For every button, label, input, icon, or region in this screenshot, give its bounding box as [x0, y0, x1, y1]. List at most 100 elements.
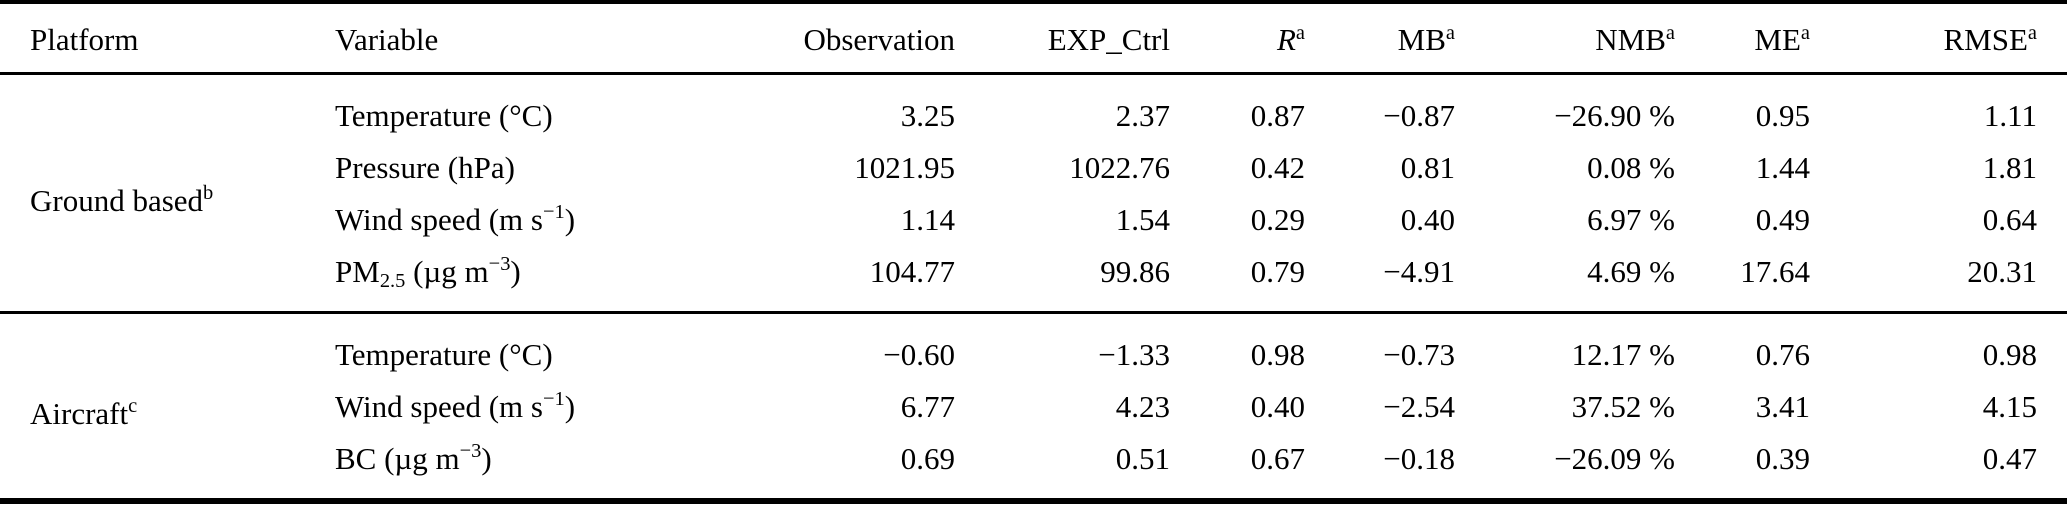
cell-nmb: 4.69 %	[1587, 253, 1675, 289]
col-header-label: Variable	[335, 22, 439, 57]
cell-variable: Temperature (°C)	[335, 74, 745, 142]
cell-exp-ctrl: 0.51	[1115, 440, 1170, 476]
col-header-label: NMB	[1595, 22, 1666, 57]
col-header-platform: Platform	[0, 2, 335, 74]
variable-subscript: 2.5	[379, 270, 406, 293]
cell-me: 17.64	[1740, 253, 1810, 289]
cell-rmse: 4.15	[1982, 388, 2037, 424]
col-header-label: Platform	[30, 22, 139, 57]
cell-nmb: −26.90 %	[1554, 97, 1675, 133]
cell-r: 0.87	[1250, 97, 1305, 133]
table-row: Wind speed (m s−1) 6.77 4.23 0.40 −2.54 …	[0, 380, 2067, 432]
footnote-marker-a: a	[1665, 21, 1675, 44]
variable-text: BC (µg m	[335, 440, 460, 476]
cell-variable: Pressure (hPa)	[335, 141, 745, 193]
cell-r: 0.98	[1250, 336, 1305, 372]
cell-rmse: 20.31	[1967, 253, 2037, 289]
cell-exp-ctrl: −1.33	[1098, 336, 1170, 372]
variable-text: Wind speed (m s	[335, 201, 543, 237]
cell-observation: 0.69	[900, 440, 955, 476]
cell-exp-ctrl: 1.54	[1115, 201, 1170, 237]
footnote-marker-a: a	[1445, 21, 1455, 44]
col-header-label: MB	[1397, 22, 1446, 57]
cell-rmse: 0.64	[1982, 201, 2037, 237]
cell-exp-ctrl: 2.37	[1115, 97, 1170, 133]
col-header-label: R	[1276, 22, 1296, 57]
section-ground-based: Ground basedb Temperature (°C) 3.25 2.37…	[0, 74, 2067, 313]
cell-observation: 1.14	[900, 201, 955, 237]
cell-r: 0.79	[1250, 253, 1305, 289]
variable-superscript: −1	[542, 201, 565, 224]
cell-observation: −0.60	[883, 336, 955, 372]
cell-observation: 1021.95	[854, 149, 955, 185]
cell-mb: −0.87	[1383, 97, 1455, 133]
cell-variable: Temperature (°C)	[335, 313, 745, 381]
cell-mb: −0.18	[1383, 440, 1455, 476]
cell-observation: 6.77	[900, 388, 955, 424]
platform-label: Aircraft	[30, 395, 129, 431]
cell-nmb: 12.17 %	[1571, 336, 1675, 372]
variable-text: )	[564, 201, 576, 237]
header-row: Platform Variable Observation EXP_Ctrl R…	[0, 2, 2067, 74]
table-row: Ground basedb Temperature (°C) 3.25 2.37…	[0, 74, 2067, 216]
cell-r: 0.42	[1250, 149, 1305, 185]
variable-text: )	[481, 440, 492, 476]
variable-superscript: −3	[488, 253, 511, 276]
col-header-label: Observation	[803, 22, 955, 57]
table-row: PM2.5 (µg m−3) 104.77 99.86 0.79 −4.91 4…	[0, 245, 2067, 313]
col-header-variable: Variable	[335, 2, 745, 74]
cell-variable: Wind speed (m s−1)	[335, 193, 745, 245]
cell-r: 0.67	[1250, 440, 1305, 476]
col-header-r: Ra	[1170, 2, 1305, 74]
cell-exp-ctrl: 4.23	[1115, 388, 1170, 424]
cell-mb: −2.54	[1383, 388, 1455, 424]
variable-text: (µg m	[405, 253, 489, 289]
cell-me: 0.76	[1755, 336, 1810, 372]
cell-rmse: 0.47	[1982, 440, 2037, 476]
cell-platform-aircraft: Aircraftc	[0, 313, 335, 502]
variable-text: PM	[335, 253, 380, 289]
cell-observation: 104.77	[869, 253, 955, 289]
table-row: Aircraftc Temperature (°C) −0.60 −1.33 0…	[0, 313, 2067, 429]
variable-text: Pressure (hPa)	[335, 149, 515, 185]
variable-text: )	[564, 388, 576, 424]
cell-me: 0.39	[1755, 440, 1810, 476]
col-header-nmb: NMBa	[1455, 2, 1675, 74]
col-header-label: ME	[1754, 22, 1801, 57]
cell-mb: 0.40	[1400, 201, 1455, 237]
variable-superscript: −1	[542, 388, 565, 411]
cell-rmse: 1.81	[1982, 149, 2037, 185]
cell-me: 3.41	[1755, 388, 1810, 424]
cell-me: 0.95	[1755, 97, 1810, 133]
cell-mb: −0.73	[1383, 336, 1455, 372]
cell-observation: 3.25	[900, 97, 955, 133]
col-header-me: MEa	[1675, 2, 1810, 74]
footnote-marker-a: a	[2027, 21, 2037, 44]
col-header-mb: MBa	[1305, 2, 1455, 74]
cell-mb: 0.81	[1400, 149, 1455, 185]
cell-variable: Wind speed (m s−1)	[335, 380, 745, 432]
cell-r: 0.40	[1250, 388, 1305, 424]
variable-text: Temperature (°C)	[335, 336, 553, 372]
section-aircraft: Aircraftc Temperature (°C) −0.60 −1.33 0…	[0, 313, 2067, 502]
col-header-exp-ctrl: EXP_Ctrl	[955, 2, 1170, 74]
cell-nmb: 37.52 %	[1571, 388, 1675, 424]
col-header-label: EXP_Ctrl	[1047, 22, 1170, 57]
table-row: BC (µg m−3) 0.69 0.51 0.67 −0.18 −26.09 …	[0, 432, 2067, 501]
variable-text: )	[510, 253, 521, 289]
table-row: Wind speed (m s−1) 1.14 1.54 0.29 0.40 6…	[0, 193, 2067, 245]
col-header-observation: Observation	[745, 2, 955, 74]
cell-me: 0.49	[1755, 201, 1810, 237]
cell-rmse: 0.98	[1982, 336, 2037, 372]
cell-variable: BC (µg m−3)	[335, 432, 745, 501]
cell-r: 0.29	[1250, 201, 1305, 237]
variable-superscript: −3	[459, 440, 482, 463]
footnote-marker-a: a	[1295, 21, 1305, 44]
cell-exp-ctrl: 1022.76	[1069, 149, 1170, 185]
cell-mb: −4.91	[1383, 253, 1455, 289]
footnote-marker-c: c	[128, 395, 138, 418]
cell-platform-ground-based: Ground basedb	[0, 74, 335, 313]
cell-variable: PM2.5 (µg m−3)	[335, 245, 745, 313]
cell-me: 1.44	[1755, 149, 1810, 185]
footnote-marker-a: a	[1800, 21, 1810, 44]
